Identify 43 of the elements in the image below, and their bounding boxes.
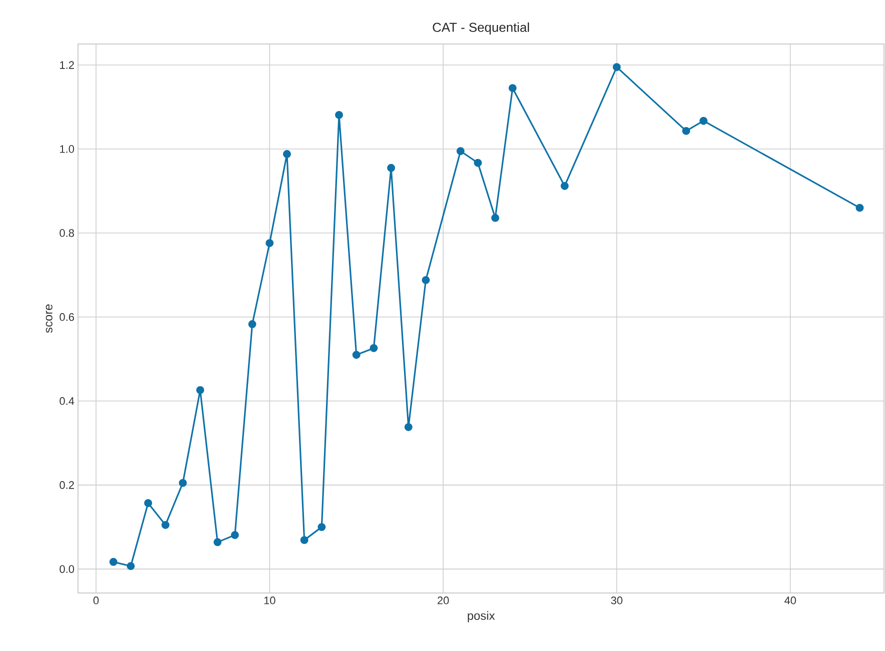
x-tick-label: 30 [611,596,622,604]
x-tick-label: 40 [784,596,796,604]
point [422,276,430,284]
point [178,478,187,487]
y-tick-label: 0.8 [60,229,74,237]
y-tick-label: 0.0 [60,565,74,573]
y-tick-label: 0.2 [60,481,74,489]
point [335,110,344,119]
point [404,423,412,432]
point [318,523,326,532]
point [126,562,135,570]
y-tick-label: 0.6 [60,313,74,321]
point [491,214,500,222]
point [612,63,621,72]
point [266,239,274,248]
point [352,350,360,359]
point [214,538,222,546]
point [300,536,308,544]
point [196,386,204,394]
point [144,499,152,508]
y-tick-label: 1.0 [60,145,74,153]
point [560,182,569,190]
x-tick-label: 0 [93,596,99,604]
point [161,520,170,529]
point [682,126,690,135]
x-tick-label: 20 [438,596,449,604]
point [474,158,482,167]
y-axis-title: score [46,304,52,333]
point [700,116,708,125]
point [508,84,517,92]
point [230,531,239,540]
y-tick-label: 0.4 [60,397,74,405]
point [109,558,118,566]
chart-title: CAT - Sequential [432,22,529,34]
point [456,147,465,156]
point [387,164,396,172]
x-tick-label: 10 [264,596,276,604]
point [856,204,864,212]
x-axis-title: posix [468,611,495,622]
point [370,344,378,352]
point [282,150,291,158]
y-tick-label: 1.2 [60,61,74,69]
point [248,320,256,328]
